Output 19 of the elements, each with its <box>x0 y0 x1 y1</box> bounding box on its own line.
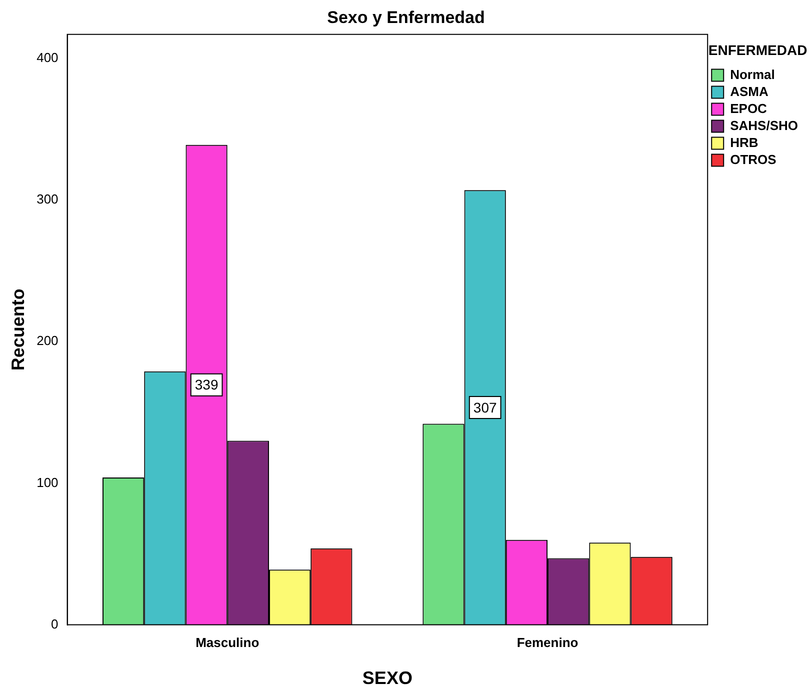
legend-label: OTROS <box>730 152 777 167</box>
x-axis-title: SEXO <box>362 668 412 688</box>
legend-label: EPOC <box>730 100 768 116</box>
x-tick-label: Femenino <box>516 635 578 650</box>
y-axis-title: Recuento <box>8 288 28 371</box>
legend-title: ENFERMEDAD <box>708 42 808 58</box>
chart-title: Sexo y Enfermedad <box>327 8 485 27</box>
y-tick-label: 300 <box>36 192 58 207</box>
y-tick-label: 100 <box>36 474 58 490</box>
y-tick-label: 400 <box>36 50 58 66</box>
legend-label: ASMA <box>730 84 769 99</box>
legend-label: HRB <box>730 134 758 150</box>
data-label: 339 <box>194 376 218 393</box>
legend-label: Normal <box>730 66 775 82</box>
data-label: 307 <box>473 399 497 416</box>
y-tick-label: 0 <box>51 616 58 632</box>
y-tick-label: 200 <box>36 333 58 348</box>
legend-label: SAHS/SHO <box>730 118 798 133</box>
x-tick-label: Masculino <box>196 635 260 650</box>
